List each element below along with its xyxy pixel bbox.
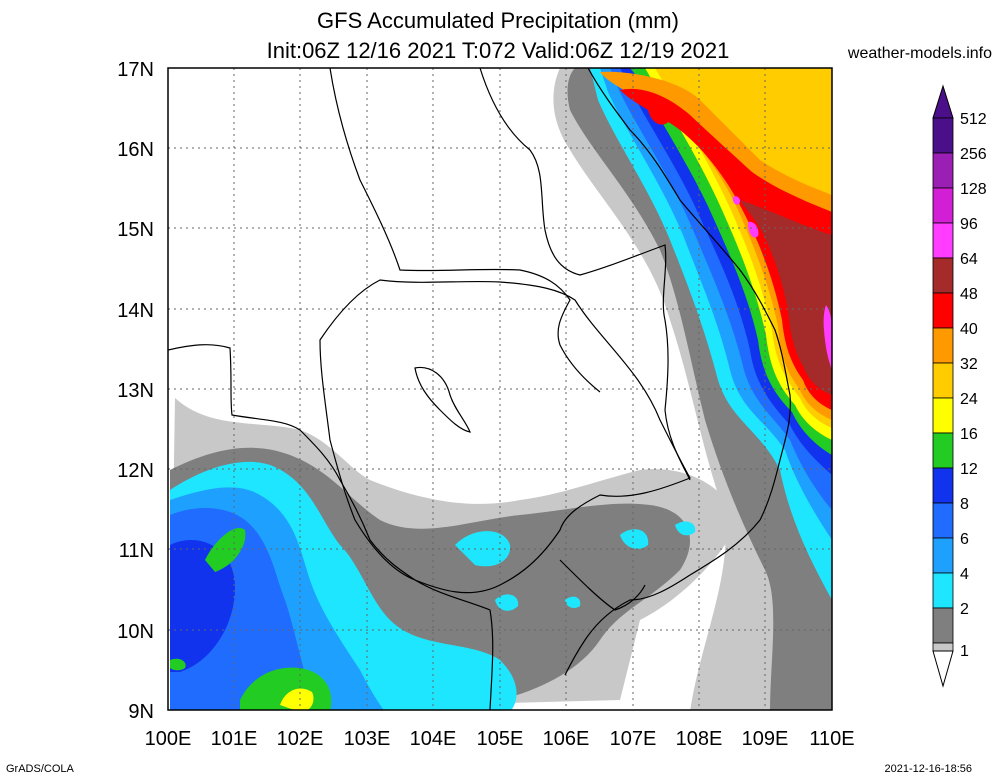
longitude-axis: 100E 101E 102E 103E 104E 105E 106E 107E … bbox=[145, 728, 855, 750]
legend-label-40: 40 bbox=[960, 321, 978, 338]
coastline-gulf-thailand bbox=[168, 344, 416, 581]
precip-area-16mm-west bbox=[205, 528, 246, 572]
legend-label-4: 4 bbox=[960, 566, 969, 583]
legend-label-128: 128 bbox=[960, 181, 987, 198]
legend-label-64: 64 bbox=[960, 251, 978, 268]
border-thailand-laos bbox=[329, 68, 601, 393]
legend-labels: 512 256 128 96 64 48 40 32 24 16 12 8 6 … bbox=[960, 111, 987, 660]
legend-label-12: 12 bbox=[960, 461, 978, 478]
legend-swatch-6 bbox=[932, 537, 954, 574]
legend-swatch-48 bbox=[932, 292, 954, 329]
lat-label-16N: 16N bbox=[117, 139, 154, 161]
lat-label-9N: 9N bbox=[128, 701, 154, 723]
footer-timestamp: 2021-12-16-18:56 bbox=[884, 763, 972, 775]
lat-label-12N: 12N bbox=[117, 460, 154, 482]
precip-area-4mm-central-5 bbox=[675, 521, 696, 536]
precip-area-4mm-central-4 bbox=[565, 596, 581, 608]
mekong-delta-coast bbox=[559, 559, 646, 611]
legend-swatch-512 bbox=[932, 117, 954, 154]
map-frame bbox=[167, 67, 833, 711]
legend-label-6: 6 bbox=[960, 531, 969, 548]
precip-area-96mm-east bbox=[823, 305, 832, 370]
lat-label-10N: 10N bbox=[117, 621, 154, 643]
legend-arrow-top bbox=[932, 84, 954, 119]
legend-label-24: 24 bbox=[960, 391, 978, 408]
precip-area-64mm-east bbox=[740, 200, 832, 395]
legend-swatch-2 bbox=[932, 607, 954, 644]
legend-swatch-16 bbox=[932, 432, 954, 469]
grid-lines bbox=[168, 68, 832, 710]
precip-area-24mm-south bbox=[280, 688, 314, 710]
legend-swatch-96 bbox=[932, 222, 954, 259]
footer-software: GrADS/COLA bbox=[6, 763, 74, 775]
lat-label-14N: 14N bbox=[117, 300, 154, 322]
border-laos-vietnam bbox=[479, 68, 691, 481]
legend-swatch-4 bbox=[932, 572, 954, 609]
lon-label-104E: 104E bbox=[410, 728, 457, 750]
lon-label-101E: 101E bbox=[211, 728, 258, 750]
lon-label-107E: 107E bbox=[610, 728, 657, 750]
precip-area-16mm-coast bbox=[170, 658, 186, 671]
legend-swatch-40 bbox=[932, 327, 954, 364]
precip-area-4mm-central-2 bbox=[620, 529, 649, 549]
coastline-south-vietnam bbox=[414, 579, 494, 710]
coastline-vietnam bbox=[564, 68, 791, 676]
legend-label-16: 16 bbox=[960, 426, 978, 443]
precip-area-12mm-west bbox=[170, 540, 236, 672]
legend-swatch-64 bbox=[932, 257, 954, 294]
color-legend: 512 256 128 96 64 48 40 32 24 16 12 8 6 … bbox=[932, 84, 987, 688]
border-cambodia bbox=[319, 279, 691, 594]
precip-area-96mm-spot bbox=[748, 221, 759, 238]
lon-label-110E: 110E bbox=[809, 728, 854, 750]
legend-swatch-128 bbox=[932, 187, 954, 224]
site-label: weather-models.info bbox=[847, 45, 992, 62]
lon-label-105E: 105E bbox=[477, 728, 524, 750]
lat-label-11N: 11N bbox=[119, 540, 154, 562]
boundaries bbox=[168, 68, 791, 710]
legend-label-256: 256 bbox=[960, 146, 987, 163]
legend-swatch-1 bbox=[932, 642, 954, 652]
precip-area-96mm-spot-2 bbox=[732, 196, 741, 205]
precip-area-48mm-spot bbox=[648, 106, 671, 125]
legend-swatch-24 bbox=[932, 397, 954, 434]
latitude-axis: 17N 16N 15N 14N 13N 12N 11N 10N 9N bbox=[117, 59, 154, 723]
tonle-sap-lake bbox=[414, 366, 471, 433]
lon-label-102E: 102E bbox=[277, 728, 324, 750]
legend-swatch-8 bbox=[932, 502, 954, 539]
legend-arrow-bottom bbox=[932, 650, 954, 688]
legend-label-32: 32 bbox=[960, 356, 978, 373]
lon-label-108E: 108E bbox=[676, 728, 723, 750]
legend-label-48: 48 bbox=[960, 286, 978, 303]
legend-swatch-256 bbox=[932, 152, 954, 189]
lon-label-109E: 109E bbox=[742, 728, 789, 750]
legend-swatch-32 bbox=[932, 362, 954, 399]
lat-label-15N: 15N bbox=[117, 219, 154, 241]
legend-label-2: 2 bbox=[960, 601, 969, 618]
lon-label-100E: 100E bbox=[145, 728, 192, 750]
lon-label-106E: 106E bbox=[543, 728, 590, 750]
lat-label-13N: 13N bbox=[117, 380, 154, 402]
lon-label-103E: 103E bbox=[344, 728, 391, 750]
legend-label-8: 8 bbox=[960, 496, 969, 513]
chart-subtitle: Init:06Z 12/16 2021 T:072 Valid:06Z 12/1… bbox=[266, 38, 730, 63]
chart-title: GFS Accumulated Precipitation (mm) bbox=[317, 8, 679, 33]
legend-label-512: 512 bbox=[960, 111, 987, 128]
lat-label-17N: 17N bbox=[117, 59, 154, 81]
legend-swatch-12 bbox=[932, 467, 954, 504]
precip-area-4mm-central-3 bbox=[495, 594, 519, 611]
legend-label-96: 96 bbox=[960, 216, 978, 233]
legend-label-1: 1 bbox=[960, 643, 969, 660]
precip-area-4mm-central bbox=[455, 531, 511, 567]
